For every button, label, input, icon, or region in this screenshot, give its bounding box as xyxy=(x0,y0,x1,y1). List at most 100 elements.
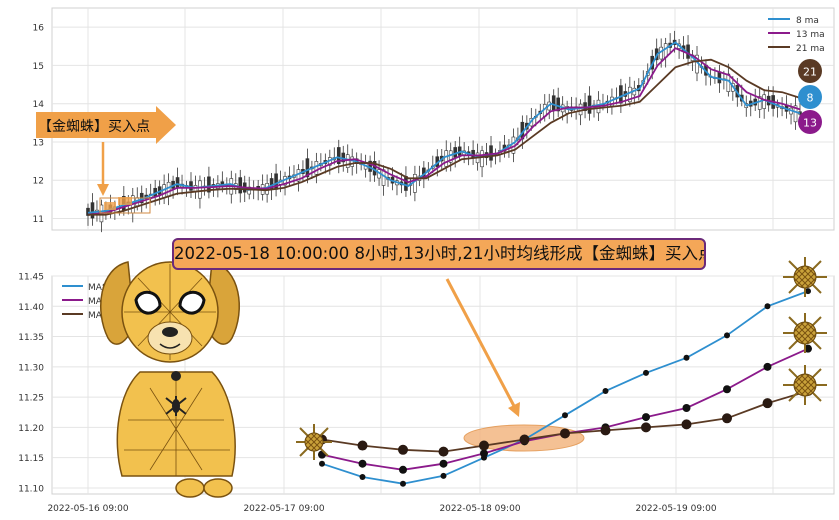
bottom-point-MA13 xyxy=(723,385,731,394)
bottom-y-tick-label: 11.30 xyxy=(18,363,44,373)
candle-body xyxy=(162,184,166,199)
bottom-point-MA8 xyxy=(400,480,406,487)
candle-body xyxy=(166,181,171,198)
bottom-point-MA21 xyxy=(722,413,732,424)
candle-body xyxy=(762,94,766,109)
bottom-x-tick-label: 2022-05-17 09:00 xyxy=(243,504,324,514)
candle-body xyxy=(345,154,350,168)
mascot-spider-emblem-body xyxy=(172,399,180,413)
top-y-tick-labels: 11 12 13 14 15 16 xyxy=(33,24,45,225)
bottom-point-MA21 xyxy=(438,446,449,457)
top-y-tick-label: 13 xyxy=(33,138,44,148)
mascot-collar xyxy=(171,371,181,381)
candle-body xyxy=(238,177,243,194)
bottom-x-tick-label: 2022-05-19 09:00 xyxy=(635,504,716,514)
top-legend: 8 ma 13 ma 21 ma xyxy=(768,16,825,54)
badge-13-circle xyxy=(798,110,822,134)
badge-8-label: 8 xyxy=(807,92,814,105)
bottom-point-MA8 xyxy=(440,472,447,479)
bottom-point-MA8 xyxy=(683,354,690,361)
candle-body xyxy=(489,145,493,161)
candle-body xyxy=(619,85,623,104)
badge-8-circle xyxy=(798,85,822,109)
bottom-x-tick-labels: 2022-05-16 09:00 2022-05-17 09:00 2022-05-… xyxy=(47,504,716,514)
mascot-right-paw xyxy=(203,478,233,498)
bottom-point-MA21 xyxy=(681,419,692,430)
candle-body xyxy=(717,71,722,84)
buy-signal-banner: 2022-05-18 10:00:00 8小时,13小时,21小时均线形成【金蜘… xyxy=(172,238,706,270)
bottom-point-MA21 xyxy=(600,425,611,436)
candle-body xyxy=(793,105,798,123)
bottom-point-MA8 xyxy=(724,332,730,339)
candle-body xyxy=(757,96,762,110)
mascot-right-eye xyxy=(178,290,206,315)
bottom-point-MA13 xyxy=(399,465,407,474)
legend-label-8ma: 8 ma xyxy=(796,16,819,26)
mascot-left-paw xyxy=(175,478,205,498)
bottom-point-MA21 xyxy=(398,444,408,455)
spider-icon xyxy=(783,313,827,353)
badge-21-circle xyxy=(798,59,822,83)
bottom-ma-panel: 11.10 11.15 11.20 11.25 11.30 11.35 11.40 11.45… xyxy=(18,257,835,514)
bottom-point-MA8 xyxy=(602,388,609,395)
top-y-tick-label: 14 xyxy=(33,100,45,110)
buy-zone-marker-2 xyxy=(118,197,132,205)
candle-body xyxy=(175,177,180,189)
bottom-point-MA13 xyxy=(358,459,367,468)
spider-icon xyxy=(296,424,332,460)
legend-label-MA8: MA8 xyxy=(88,283,108,293)
bottom-point-MA13 xyxy=(439,459,448,468)
bottom-y-tick-label: 11.25 xyxy=(18,394,44,404)
mascot-mouth xyxy=(159,343,181,349)
candle-body xyxy=(556,97,560,112)
candle-body xyxy=(628,86,632,103)
bottom-point-MA21 xyxy=(762,398,773,409)
bottom-y-tick-label: 11.45 xyxy=(18,273,44,283)
crossover-arrow-head xyxy=(508,402,520,417)
top-y-tick-label: 16 xyxy=(33,24,45,34)
candle-body xyxy=(198,180,202,199)
candle-body xyxy=(551,95,556,111)
spider-icon xyxy=(783,257,827,297)
mascot-left-eye xyxy=(134,290,162,315)
buy-point-annotation: 【金蜘蛛】买入点 xyxy=(36,106,176,214)
bottom-point-MA13 xyxy=(642,413,650,422)
mascot-nose xyxy=(162,327,178,337)
legend-label-21ma: 21 ma xyxy=(796,44,825,54)
bottom-point-MA21 xyxy=(519,434,530,445)
badge-13-label: 13 xyxy=(803,117,817,130)
top-moving-averages xyxy=(87,41,801,216)
bottom-y-tick-label: 11.40 xyxy=(18,303,44,313)
badge-21-label: 21 xyxy=(803,66,817,79)
candle-body xyxy=(314,161,319,175)
top-price-panel: 11 12 13 14 15 16 8 ma 13 ma 21 ma 21 8 13 【金… xyxy=(33,7,835,233)
candle-body xyxy=(336,147,341,165)
bottom-point-MA8 xyxy=(562,412,568,419)
mascot-snout xyxy=(147,321,193,355)
spider-decorations xyxy=(296,257,827,460)
candle-body xyxy=(587,95,592,114)
candle-body xyxy=(305,158,310,178)
bottom-y-tick-label: 11.20 xyxy=(18,424,44,434)
buy-zone-marker-1 xyxy=(104,202,116,210)
candle-body xyxy=(480,150,484,168)
top-y-tick-label: 12 xyxy=(33,177,44,187)
bottom-point-MA21 xyxy=(479,440,489,451)
bottom-x-tick-label: 2022-05-16 09:00 xyxy=(47,504,128,514)
bottom-point-MA8 xyxy=(359,474,366,481)
bottom-y-tick-label: 11.35 xyxy=(18,333,44,343)
bottom-x-tick-label: 2022-05-18 09:00 xyxy=(439,504,520,514)
bottom-point-MA8 xyxy=(764,303,771,310)
bottom-point-MA8 xyxy=(319,460,325,467)
bottom-point-MA21 xyxy=(357,440,368,451)
bottom-point-MA13 xyxy=(682,404,691,413)
candle-body xyxy=(350,156,355,167)
bottom-y-tick-label: 11.10 xyxy=(18,484,44,494)
bottom-y-tick-label: 11.15 xyxy=(18,454,44,464)
top-series-line-13ma xyxy=(87,47,801,216)
top-y-tick-label: 11 xyxy=(33,215,44,225)
buy-pointer-head xyxy=(97,184,109,196)
buy-arrow-label: 【金蜘蛛】买入点 xyxy=(38,119,150,135)
bottom-point-MA21 xyxy=(560,428,570,439)
